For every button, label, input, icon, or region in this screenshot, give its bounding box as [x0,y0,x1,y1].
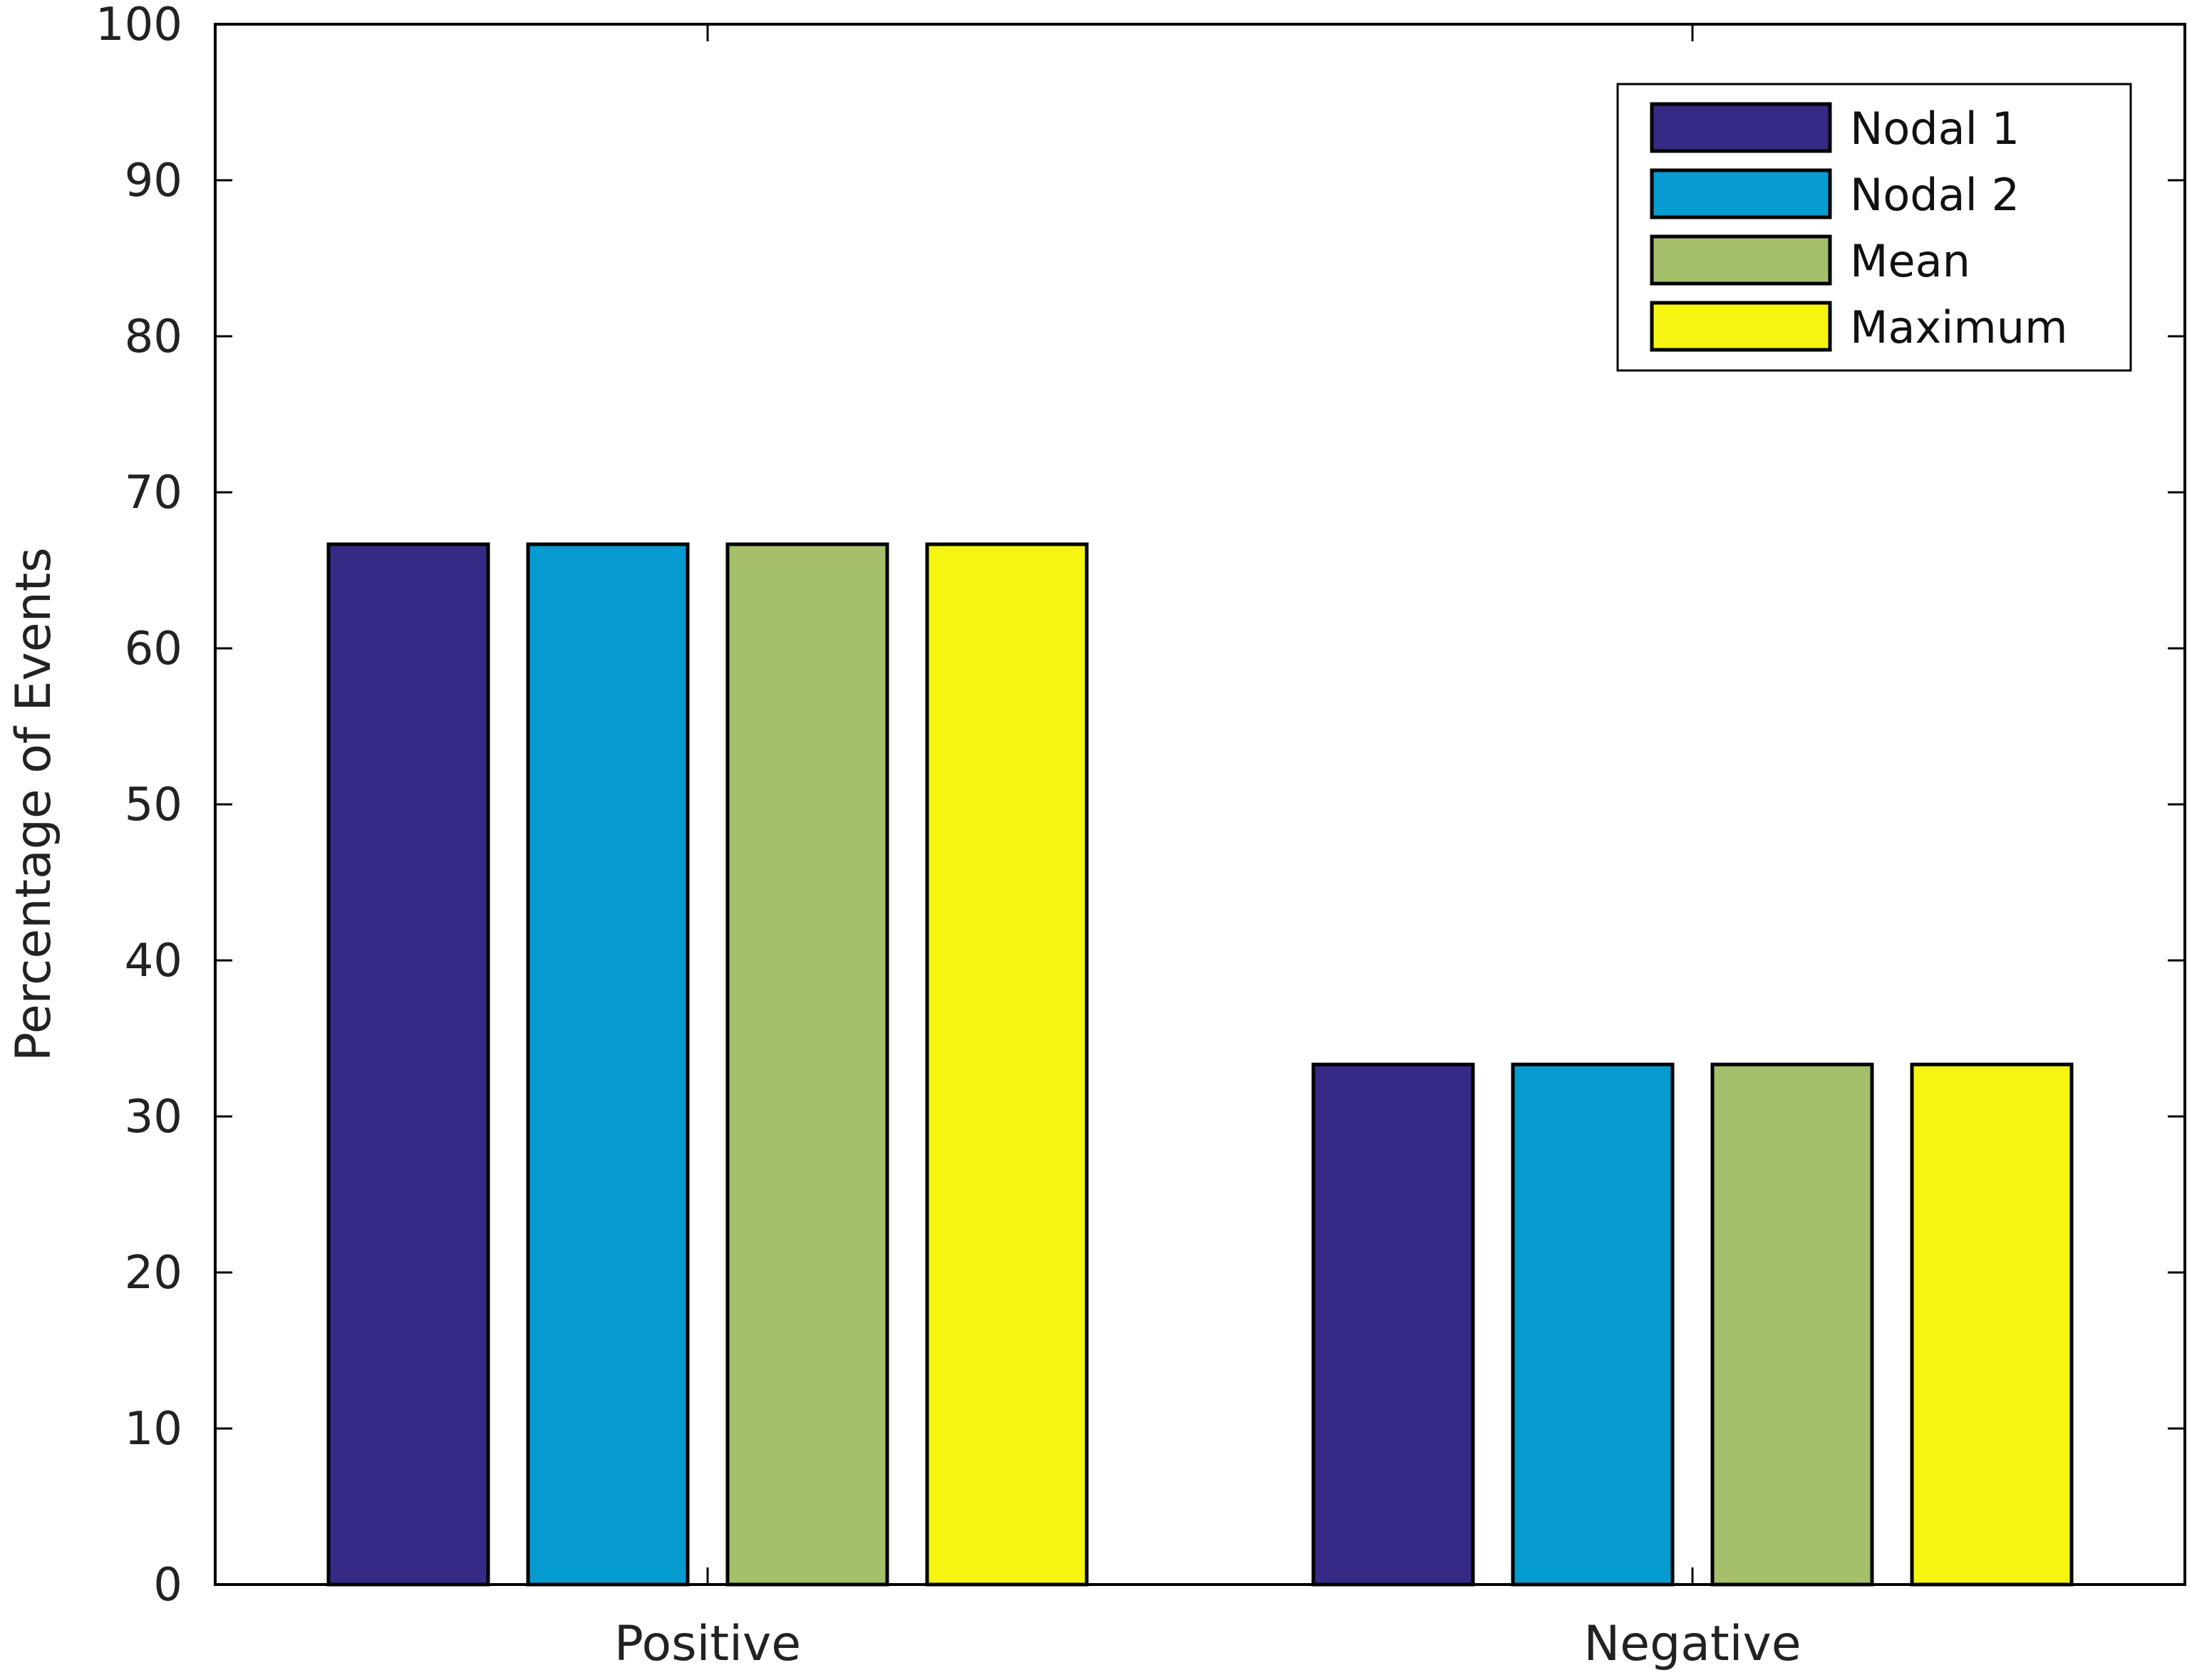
bar-nodal-1-negative [1311,1062,1475,1587]
y-tick-label: 20 [125,1247,182,1300]
y-tick-label: 80 [125,311,182,363]
y-tick-label: 0 [153,1559,182,1612]
x-axis-category-labels: Positive Negative [614,1616,1801,1672]
bar-mean-negative [1710,1062,1874,1587]
legend-label: Maximum [1850,301,2068,353]
y-tick-label: 50 [125,779,182,831]
x-category-label: Negative [1583,1616,1801,1672]
legend-swatch [1650,301,1832,352]
plot-area-frame [214,23,2186,1586]
y-axis-title: Percentage of Events [6,547,62,1062]
legend: Nodal 1 Nodal 2 Mean Maximum [1616,83,2132,372]
bar-mean-positive [725,542,889,1587]
y-axis-tick-labels: 0 10 20 30 40 50 60 70 80 90 100 [95,0,182,1612]
legend-label: Mean [1850,235,1970,287]
bar-maximum-negative [1910,1062,2074,1587]
y-tick-label: 30 [125,1091,182,1144]
x-category-label: Positive [614,1616,801,1672]
y-tick-label: 10 [125,1403,182,1456]
legend-label: Nodal 2 [1850,169,2020,221]
y-tick-label: 40 [125,935,182,987]
bars [326,542,2074,1587]
y-tick-label: 90 [125,155,182,207]
bar-maximum-positive [925,542,1089,1587]
y-tick-label: 60 [125,623,182,675]
legend-swatch [1650,102,1832,153]
legend-swatch [1650,168,1832,219]
legend-label: Nodal 1 [1850,103,2020,155]
legend-swatch [1650,234,1832,286]
bar-nodal-1-positive [326,542,490,1587]
bar-nodal-2-positive [526,542,690,1587]
y-tick-label: 100 [95,0,182,51]
bar-nodal-2-negative [1511,1062,1675,1587]
y-tick-label: 70 [125,467,182,519]
